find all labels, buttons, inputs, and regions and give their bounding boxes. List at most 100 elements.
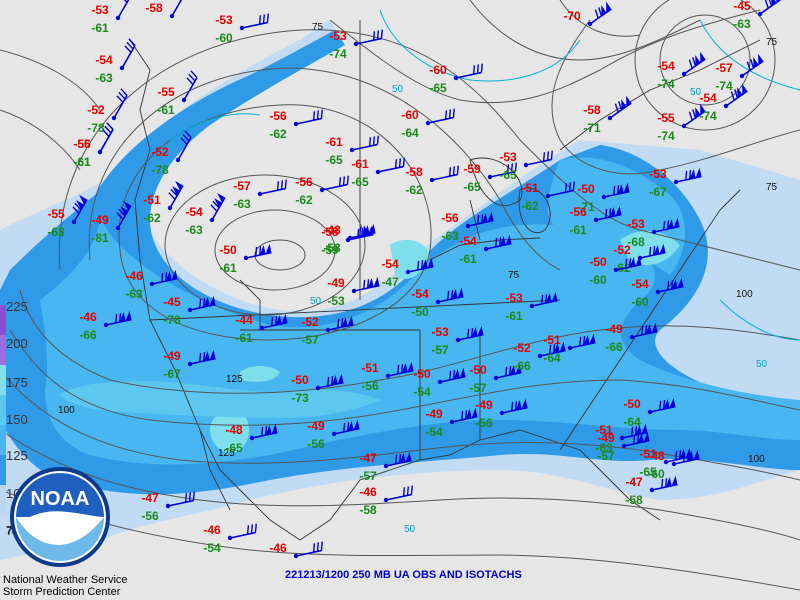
station-plot: -48-60: [647, 449, 700, 481]
wind-barb-shaft: [351, 143, 378, 151]
wind-barb-feather: [692, 57, 697, 67]
wind-barb-feather: [346, 422, 350, 432]
station-dewpoint: -65: [639, 465, 657, 479]
station-dewpoint: -78: [87, 121, 105, 135]
station-plot: -52-57: [301, 315, 354, 347]
wind-barb-feather: [402, 487, 406, 497]
station-dewpoint: -61: [569, 223, 587, 237]
wind-barb-flag: [515, 363, 522, 374]
wind-barb-feather: [202, 352, 206, 362]
wind-barb-flag: [671, 279, 678, 290]
wind-barb-flag: [214, 198, 222, 208]
wind-barb-flag: [209, 295, 216, 306]
station-plot: -54-61: [459, 234, 512, 266]
wind-barb-flag: [457, 287, 464, 298]
station-plot: -54-47: [381, 257, 434, 289]
station-dewpoint: -62: [143, 211, 161, 225]
station-temperature: -53: [627, 217, 645, 231]
wind-barb-feather: [508, 366, 512, 376]
wind-barb-feather: [246, 525, 250, 535]
station-dewpoint: -61: [157, 103, 175, 117]
station-plot: -57-74: [715, 53, 764, 93]
station-dewpoint: -66: [79, 328, 97, 342]
station-plot: -57-63: [233, 179, 287, 211]
station-temperature: -50: [577, 182, 595, 196]
wind-barb-feather: [472, 65, 476, 75]
station-dewpoint: -57: [359, 469, 377, 483]
station-plot: -54-50: [411, 287, 464, 319]
wind-barb-feather: [692, 109, 697, 119]
station-temperature: -49: [597, 431, 615, 445]
station-plot: -50-57: [469, 363, 522, 395]
station-temperature: -56: [73, 137, 91, 151]
wind-barb-shaft: [171, 0, 183, 17]
wind-barb-flag: [776, 0, 780, 3]
wind-barb-feather: [664, 478, 668, 488]
station-temperature: -49: [307, 419, 325, 433]
map-title: 221213/1200 250 MB UA OBS AND ISOTACHS: [285, 569, 522, 581]
wind-barb-feather: [406, 486, 410, 496]
wind-barb-feather: [398, 158, 402, 168]
wind-barb-feather: [124, 45, 132, 53]
station-dewpoint: -61: [505, 309, 523, 323]
wind-barb-feather: [605, 208, 608, 218]
wind-barb-flag: [203, 297, 210, 308]
wind-barb-flag: [643, 431, 650, 442]
wind-barb-feather: [118, 91, 126, 100]
station-plot: -60-65: [429, 63, 483, 95]
station-plot: -54-63: [95, 38, 136, 85]
wind-barb-feather: [372, 136, 376, 146]
station-dewpoint: -63: [733, 17, 751, 31]
wind-barb-feather: [342, 176, 346, 186]
wind-barb-flag: [689, 169, 696, 180]
wind-barb-flag: [427, 257, 434, 268]
station-plot: -58-62: [405, 165, 459, 197]
station-dewpoint: -63: [95, 71, 113, 85]
wind-barb-feather: [449, 370, 452, 380]
wind-barb-feather: [266, 13, 269, 23]
wind-barb-flag: [487, 211, 494, 222]
isotach-label: 75: [508, 270, 520, 281]
wind-barb-flag: [477, 325, 484, 336]
station-dewpoint: -57: [469, 381, 487, 395]
station-temperature: -51: [361, 361, 379, 375]
wind-barb-flag: [509, 365, 516, 376]
wind-barb-feather: [450, 290, 454, 300]
wind-barb-flag: [559, 341, 566, 352]
wind-barb-feather: [634, 426, 638, 436]
station-temperature: -49: [327, 276, 345, 290]
wind-barb-flag: [629, 257, 636, 268]
station-dewpoint: -63: [47, 225, 65, 239]
station-temperature: -56: [441, 211, 459, 225]
wind-barb-shaft: [355, 37, 382, 45]
station-plot: -58-59: [321, 225, 374, 257]
station-dewpoint: -74: [715, 79, 733, 93]
wind-barb-feather: [568, 182, 572, 192]
station-plot: -59 -65: [463, 162, 517, 194]
station-temperature: -57: [233, 179, 251, 193]
wind-barb-flag: [259, 245, 266, 256]
wind-barb-feather: [452, 166, 456, 176]
station-plot: -50-73: [291, 373, 344, 405]
station-plot: -46: [269, 541, 323, 559]
station-dewpoint: -57: [597, 449, 615, 463]
wind-barb-feather: [402, 157, 405, 167]
wind-barb-feather: [688, 170, 692, 180]
station-temperature: -56: [269, 109, 287, 123]
wind-barb-feather: [461, 410, 464, 420]
station-dewpoint: -78: [163, 313, 181, 327]
wind-barb-feather: [170, 188, 178, 197]
wind-barb-flag: [651, 322, 658, 333]
station-plot: -47-57: [359, 451, 412, 483]
wind-barb-feather: [476, 64, 480, 74]
station-dewpoint: -62: [521, 199, 539, 213]
wind-barb-feather: [372, 31, 376, 41]
wind-barb-feather: [343, 422, 346, 432]
wind-barb-feather: [662, 400, 666, 410]
wind-barb-flag: [621, 99, 627, 110]
wind-barb-feather: [320, 541, 323, 551]
wind-barb-flag: [337, 373, 344, 384]
station-temperature: -52: [87, 103, 105, 117]
station-plot: -55-74: [657, 103, 706, 143]
